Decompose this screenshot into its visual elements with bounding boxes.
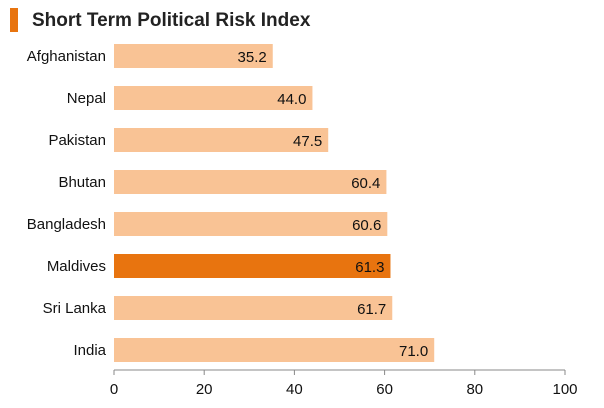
bar <box>114 128 329 152</box>
value-label: 60.4 <box>351 175 380 192</box>
bar <box>114 338 435 362</box>
x-tick-label: 80 <box>466 381 483 398</box>
bar <box>114 296 393 320</box>
bar <box>114 44 273 68</box>
chart-title: Short Term Political Risk Index <box>32 10 311 31</box>
category-label: Bhutan <box>58 174 106 191</box>
bar <box>114 254 391 278</box>
category-label: Nepal <box>67 90 106 107</box>
value-label: 61.7 <box>357 301 386 318</box>
title-accent-bar <box>10 8 18 32</box>
x-tick-label: 40 <box>286 381 303 398</box>
x-tick-label: 100 <box>552 381 577 398</box>
bar <box>114 86 313 110</box>
bar <box>114 212 388 236</box>
value-label: 60.6 <box>352 217 381 234</box>
x-tick-label: 60 <box>376 381 393 398</box>
category-label: Sri Lanka <box>43 300 107 317</box>
value-label: 44.0 <box>277 91 306 108</box>
value-label: 35.2 <box>238 49 267 66</box>
category-label: Maldives <box>47 258 106 275</box>
bar <box>114 170 387 194</box>
value-label: 47.5 <box>293 133 322 150</box>
category-label: Pakistan <box>48 132 106 149</box>
value-label: 61.3 <box>355 259 384 276</box>
category-label: India <box>73 342 106 359</box>
value-label: 71.0 <box>399 343 428 360</box>
x-tick-label: 20 <box>196 381 213 398</box>
x-tick-label: 0 <box>110 381 118 398</box>
category-label: Bangladesh <box>27 216 106 233</box>
category-label: Afghanistan <box>27 48 106 65</box>
